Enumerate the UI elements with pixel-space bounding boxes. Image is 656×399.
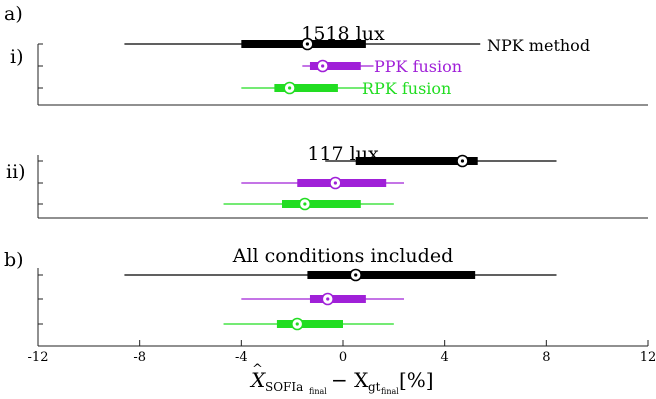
iqr-box xyxy=(276,320,343,328)
panel-1: 1518 lux NPK method PPK fusion RPK fusion xyxy=(37,23,648,106)
xlabel-sub2: gt xyxy=(368,380,381,394)
box-rpk-fusion xyxy=(223,197,394,211)
box-ppk-fusion xyxy=(302,59,374,73)
median-dot xyxy=(303,202,307,206)
median-dot xyxy=(326,297,330,301)
box-ppk-fusion xyxy=(241,176,404,190)
iqr-box xyxy=(282,200,361,208)
x-axis-label: X ^ SOFIa final − X gt final [%] xyxy=(249,362,434,396)
median-dot xyxy=(305,42,310,46)
median-dot xyxy=(288,86,292,90)
xlabel-unit: [%] xyxy=(399,368,434,392)
panel-label-i: i) xyxy=(10,46,24,68)
iqr-box xyxy=(355,157,478,165)
box-npk-method xyxy=(325,154,557,168)
iqr-box xyxy=(297,179,387,187)
xlabel-sub1: SOFIa xyxy=(265,380,303,394)
xlabel-sub1sub: final xyxy=(309,387,327,395)
legend-npk-method: NPK method xyxy=(487,36,590,55)
x-tick-label: -12 xyxy=(28,350,49,365)
legend-rpk-fusion: RPK fusion xyxy=(362,79,451,98)
x-tick-label: -8 xyxy=(133,350,146,365)
panel-2: 117 lux xyxy=(37,143,648,219)
median-dot xyxy=(460,159,465,163)
panel-title: All conditions included xyxy=(232,245,454,267)
median-dot xyxy=(333,181,337,185)
xlabel-minus: − X xyxy=(331,368,369,392)
box-ppk-fusion xyxy=(241,292,404,306)
x-tick-label: -4 xyxy=(235,350,248,365)
panels-group: 1518 lux NPK method PPK fusion RPK fusion 11… xyxy=(37,23,648,347)
box-npk-method xyxy=(124,268,557,282)
x-tick-label: 8 xyxy=(542,350,550,365)
panel-3: All conditions included xyxy=(37,245,648,347)
xlabel-hat: ^ xyxy=(252,362,263,377)
panel-label-b: b) xyxy=(4,249,24,271)
panel-label-ii: ii) xyxy=(6,161,26,183)
median-dot xyxy=(321,64,325,68)
box-npk-method xyxy=(124,37,481,51)
panel-title: 1518 lux xyxy=(301,23,385,45)
xlabel-main: X xyxy=(249,368,266,392)
box-rpk-fusion xyxy=(241,81,366,95)
x-tick-label: 4 xyxy=(441,350,449,365)
box-rpk-fusion xyxy=(223,317,394,331)
x-tick-label: 0 xyxy=(339,350,347,365)
iqr-box xyxy=(307,271,476,279)
panel-label-a: a) xyxy=(4,3,23,25)
median-dot xyxy=(354,273,358,277)
iqr-box xyxy=(309,295,366,303)
x-tick-label: 12 xyxy=(640,350,656,365)
median-dot xyxy=(295,322,299,326)
x-axis: -12 -8 -4 0 4 8 12 xyxy=(28,340,656,365)
legend-ppk-fusion: PPK fusion xyxy=(374,57,462,76)
iqr-box xyxy=(309,62,361,70)
iqr-box xyxy=(274,84,338,92)
xlabel-sub2sub: final xyxy=(381,387,399,395)
